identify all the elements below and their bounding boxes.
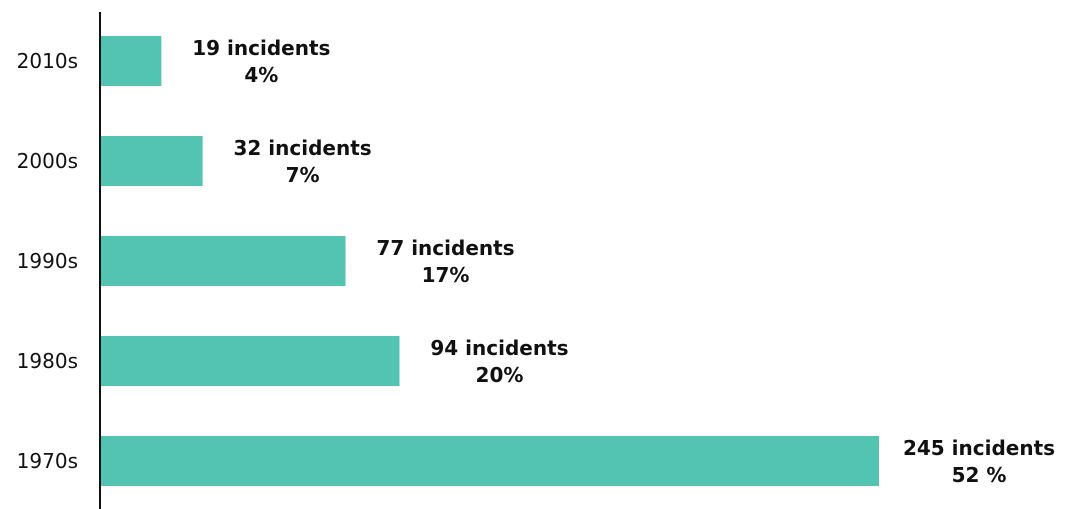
labels-group: 2010s 19 incidents 4% 2000s 32 incidents 7% 19… (17, 36, 1055, 487)
bar-1980s (101, 336, 400, 386)
category-label-1980s: 1980s (17, 349, 78, 373)
bar-1970s (101, 436, 879, 486)
data-label-pct-1970s: 52 % (952, 463, 1007, 487)
bar-2000s (101, 136, 203, 186)
data-label-count-2000s: 32 incidents (234, 136, 372, 160)
data-label-pct-1990s: 17% (422, 263, 470, 287)
data-label-pct-2010s: 4% (244, 63, 278, 87)
category-label-2000s: 2000s (17, 149, 78, 173)
category-label-1990s: 1990s (17, 249, 78, 273)
data-label-count-1990s: 77 incidents (376, 236, 514, 260)
bar-2010s (101, 36, 162, 86)
data-label-pct-1980s: 20% (476, 363, 524, 387)
bar-1990s (101, 236, 346, 286)
data-label-count-1980s: 94 incidents (430, 336, 568, 360)
data-label-count-1970s: 245 incidents (903, 436, 1055, 460)
data-label-pct-2000s: 7% (286, 163, 320, 187)
data-label-count-2010s: 19 incidents (192, 36, 330, 60)
category-label-2010s: 2010s (17, 49, 78, 73)
bars-group (101, 36, 879, 486)
category-label-1970s: 1970s (17, 449, 78, 473)
